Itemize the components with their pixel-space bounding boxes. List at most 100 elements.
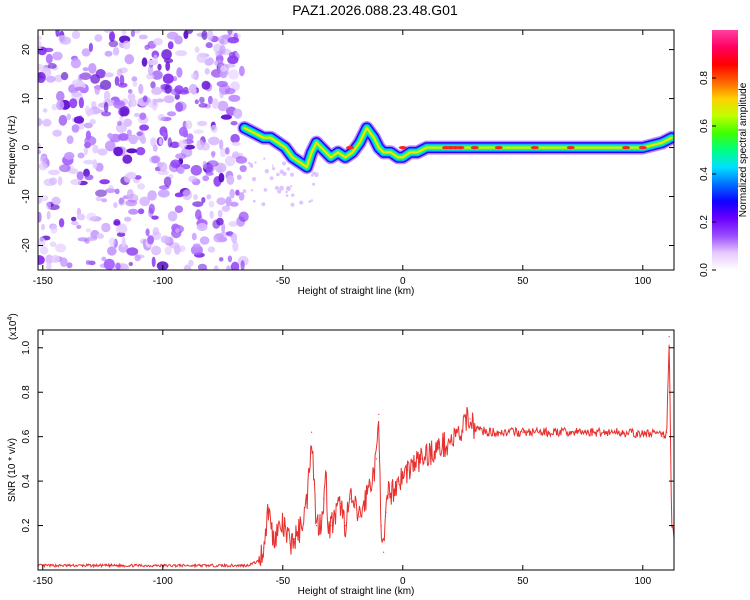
noise-blob bbox=[202, 267, 208, 270]
noise-blob bbox=[117, 223, 128, 234]
snr-line bbox=[38, 344, 674, 569]
noise-blob bbox=[116, 68, 123, 77]
noise-blob bbox=[121, 236, 126, 248]
noise-blob bbox=[224, 155, 236, 167]
noise-blob bbox=[47, 63, 57, 69]
noise-blob bbox=[104, 30, 112, 33]
multiplier-base: (x10 bbox=[8, 320, 19, 340]
noise-blob bbox=[162, 131, 167, 138]
noise-blob bbox=[122, 195, 129, 200]
noise-blob bbox=[87, 109, 94, 116]
top-y-tick-label: -20 bbox=[21, 238, 32, 253]
noise-blob bbox=[128, 208, 139, 215]
noise-blob bbox=[199, 236, 210, 245]
noise-blob bbox=[57, 176, 63, 186]
snr-point bbox=[498, 431, 500, 433]
noise-blob bbox=[178, 139, 188, 149]
noise-speck bbox=[282, 161, 287, 166]
noise-blob bbox=[104, 188, 116, 194]
noise-blob bbox=[38, 72, 46, 83]
noise-blob bbox=[159, 162, 168, 173]
noise-blob bbox=[155, 98, 165, 103]
noise-blob bbox=[199, 96, 205, 104]
noise-blob bbox=[76, 213, 86, 221]
snr-point bbox=[407, 469, 409, 471]
noise-blob bbox=[179, 245, 186, 252]
noise-blob bbox=[64, 152, 75, 160]
noise-blob bbox=[160, 235, 170, 244]
noise-blob bbox=[220, 147, 226, 158]
noise-blob bbox=[81, 48, 91, 57]
noise-blob bbox=[38, 40, 42, 51]
noise-blob bbox=[182, 189, 193, 201]
top-x-axis-label: Height of straight line (km) bbox=[298, 286, 415, 297]
noise-blob bbox=[66, 262, 73, 269]
snr-point bbox=[294, 538, 296, 540]
noise-blob bbox=[201, 80, 211, 90]
bottom-x-tick-label: -100 bbox=[153, 576, 173, 587]
ridge-hotspot bbox=[456, 146, 465, 150]
noise-blob bbox=[196, 222, 208, 232]
ridge-hotspot bbox=[494, 146, 503, 150]
noise-blob bbox=[230, 121, 238, 126]
noise-blob bbox=[148, 203, 155, 214]
noise-blob bbox=[126, 189, 134, 200]
noise-blob bbox=[225, 147, 230, 155]
noise-blob bbox=[88, 42, 93, 53]
noise-speck bbox=[276, 172, 280, 177]
noise-blob bbox=[201, 30, 208, 40]
noise-blob bbox=[239, 65, 245, 77]
noise-blob bbox=[74, 86, 85, 91]
noise-blob bbox=[119, 74, 125, 86]
snr-point bbox=[426, 453, 428, 455]
noise-blob bbox=[240, 260, 245, 270]
noise-blob bbox=[140, 135, 147, 144]
noise-blob bbox=[191, 87, 197, 95]
snr-point bbox=[258, 560, 260, 562]
noise-blob bbox=[83, 159, 95, 165]
noise-blob bbox=[219, 70, 228, 79]
noise-speck bbox=[263, 157, 266, 160]
snr-point bbox=[323, 498, 325, 500]
noise-blob bbox=[135, 147, 146, 156]
snr-point bbox=[642, 433, 644, 435]
snr-point bbox=[654, 431, 656, 433]
noise-speck bbox=[286, 186, 291, 190]
noise-blob bbox=[178, 90, 190, 95]
noise-blob bbox=[151, 86, 163, 95]
noise-blob bbox=[108, 237, 116, 247]
noise-blob bbox=[128, 261, 133, 267]
top-y-axis-label: Frequency (Hz) bbox=[7, 116, 18, 185]
noise-speck bbox=[308, 200, 312, 203]
noise-blob bbox=[38, 63, 45, 71]
noise-blob bbox=[211, 151, 216, 158]
noise-blob bbox=[85, 260, 91, 265]
noise-speck bbox=[285, 190, 288, 194]
noise-blob bbox=[176, 67, 183, 78]
snr-point bbox=[373, 471, 375, 473]
noise-blob bbox=[82, 67, 89, 72]
snr-point bbox=[383, 551, 385, 553]
noise-blob bbox=[108, 40, 119, 48]
noise-blob bbox=[205, 163, 215, 173]
noise-blob bbox=[186, 133, 194, 141]
noise-blob bbox=[69, 98, 78, 109]
noise-speck bbox=[242, 189, 247, 194]
noise-blob bbox=[95, 196, 103, 202]
noise-blob bbox=[216, 197, 226, 205]
noise-blob bbox=[174, 205, 184, 213]
noise-speck bbox=[290, 172, 294, 177]
noise-blob bbox=[52, 51, 63, 61]
noise-blob bbox=[217, 100, 229, 112]
noise-blob bbox=[210, 124, 218, 133]
bottom-y-tick-label: 0.8 bbox=[21, 385, 32, 399]
snr-point bbox=[114, 565, 116, 567]
noise-speck bbox=[299, 200, 304, 205]
noise-speck bbox=[254, 161, 257, 164]
noise-blob bbox=[48, 169, 60, 176]
noise-blob bbox=[70, 57, 81, 69]
noise-blob bbox=[175, 228, 180, 234]
noise-blob bbox=[38, 237, 46, 248]
noise-blob bbox=[113, 146, 123, 157]
bottom-x-tick-label: -150 bbox=[33, 576, 53, 587]
